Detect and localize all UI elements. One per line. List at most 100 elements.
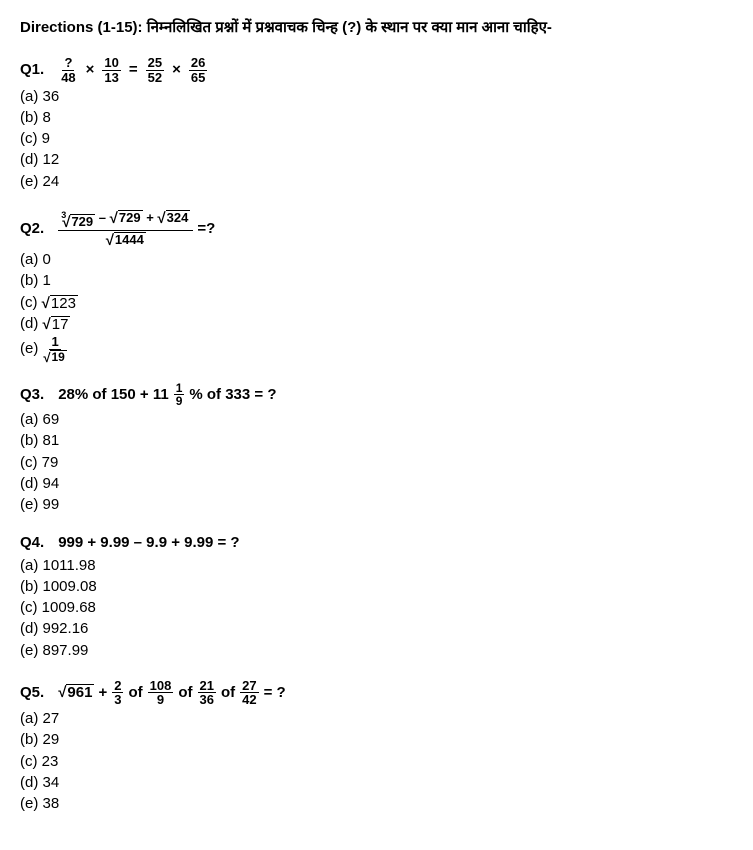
q2-opt-d: (d) √17 <box>20 314 733 334</box>
q1-f4-den: 65 <box>189 71 207 85</box>
q2-d-sqrt: √17 <box>43 316 71 334</box>
q5-plus: + <box>98 683 107 703</box>
question-4: Q4. 999 + 9.99 – 9.9 + 9.99 = ? (a) 1011… <box>20 533 733 661</box>
q5-opt-c: (c) 23 <box>20 752 733 772</box>
q3-line: Q3. 28% of 150 + 11 1 9 % of 333 = ? <box>20 382 733 408</box>
q1-options: (a) 36 (b) 8 (c) 9 (d) 12 (e) 24 <box>20 87 733 192</box>
q2-e-num: 1 <box>49 335 60 350</box>
q3-opt-a: (a) 69 <box>20 410 733 430</box>
q5-of2: of <box>178 683 192 703</box>
q2-label: Q2. <box>20 219 44 239</box>
q1-expression: ? 48 × 10 13 = 25 52 × 26 65 <box>58 56 208 84</box>
q2-r1: 729 <box>70 214 95 229</box>
q2-c-pre: (c) <box>20 294 42 311</box>
q5-f4d: 42 <box>240 693 258 707</box>
q2-e-sqrt: √19 <box>43 350 67 364</box>
q1-frac1: ? 48 <box>59 56 77 84</box>
q2-options: (a) 0 (b) 1 (c) √123 (d) √17 (e) 1 √19 <box>20 250 733 364</box>
question-3: Q3. 28% of 150 + 11 1 9 % of 333 = ? (a)… <box>20 382 733 515</box>
q4-opt-e: (e) 897.99 <box>20 641 733 661</box>
q1-f3-den: 52 <box>146 71 164 85</box>
q1-frac2: 10 13 <box>102 56 120 84</box>
q2-bigfrac: 3 √729 – √729 + √324 √1444 <box>58 210 193 248</box>
q3-p2: % of 333 = ? <box>189 385 276 405</box>
q1-f3-num: 25 <box>146 56 164 71</box>
q3-fn: 1 <box>174 382 185 396</box>
q5-options: (a) 27 (b) 29 (c) 23 (d) 34 (e) 38 <box>20 709 733 814</box>
q1-frac4: 26 65 <box>189 56 207 84</box>
q2-c-sqrt: √123 <box>42 295 78 313</box>
equals-op: = <box>126 60 141 80</box>
q2-sqrt2: √729 <box>110 210 143 225</box>
q5-f3d: 36 <box>198 693 216 707</box>
q2-r3: 324 <box>166 210 191 225</box>
q5-f2n: 108 <box>148 679 174 694</box>
q2-opt-c: (c) √123 <box>20 293 733 313</box>
q1-f2-num: 10 <box>102 56 120 71</box>
q3-opt-b: (b) 81 <box>20 431 733 451</box>
q1-opt-d: (d) 12 <box>20 150 733 170</box>
q2-d-rad: 17 <box>51 316 71 334</box>
q5-r: 961 <box>66 684 94 702</box>
q2-opt-b: (b) 1 <box>20 271 733 291</box>
q5-opt-b: (b) 29 <box>20 730 733 750</box>
question-5: Q5. √961 + 2 3 of 108 9 of 21 36 of 27 4… <box>20 679 733 815</box>
q5-f1d: 3 <box>112 693 123 707</box>
q2-r4: 1444 <box>114 232 146 247</box>
minus-op: – <box>99 210 106 225</box>
q1-f2-den: 13 <box>102 71 120 85</box>
q1-f1-num: ? <box>62 56 74 71</box>
q2-line: Q2. 3 √729 – √729 + √324 √1444 =? <box>20 210 733 248</box>
q1-f4-num: 26 <box>189 56 207 71</box>
q5-opt-e: (e) 38 <box>20 794 733 814</box>
q3-fd: 9 <box>174 395 185 408</box>
q5-expression: √961 + 2 3 of 108 9 of 21 36 of 27 42 = … <box>58 679 286 707</box>
q5-sqrt: √961 <box>58 684 94 702</box>
question-2: Q2. 3 √729 – √729 + √324 √1444 =? <box>20 210 733 364</box>
q2-bigfrac-num: 3 √729 – √729 + √324 <box>58 210 193 231</box>
q2-opt-e: (e) 1 √19 <box>20 335 733 364</box>
q2-e-frac: 1 √19 <box>41 335 69 364</box>
q5-tail: = ? <box>264 683 286 703</box>
q5-f3n: 21 <box>198 679 216 694</box>
q1-opt-b: (b) 8 <box>20 108 733 128</box>
q2-sqrt3: √324 <box>157 210 190 225</box>
q5-f4n: 27 <box>240 679 258 694</box>
q2-opt-a: (a) 0 <box>20 250 733 270</box>
q1-frac3: 25 52 <box>146 56 164 84</box>
q4-opt-c: (c) 1009.68 <box>20 598 733 618</box>
q2-sqrt4: √1444 <box>106 232 146 247</box>
q5-opt-d: (d) 34 <box>20 773 733 793</box>
q1-opt-c: (c) 9 <box>20 129 733 149</box>
q4-label: Q4. <box>20 533 44 553</box>
q2-e-den-rad: 19 <box>50 350 66 364</box>
q1-label: Q1. <box>20 60 44 80</box>
q5-of3: of <box>221 683 235 703</box>
q3-expression: 28% of 150 + 11 1 9 % of 333 = ? <box>58 382 276 408</box>
q5-f4: 27 42 <box>240 679 258 707</box>
q2-cbrt: 3 √729 <box>61 214 95 229</box>
q2-tail: =? <box>197 219 215 239</box>
q1-line: Q1. ? 48 × 10 13 = 25 52 × 26 65 <box>20 56 733 84</box>
q4-opt-b: (b) 1009.08 <box>20 577 733 597</box>
q2-bigfrac-den: √1444 <box>103 231 149 248</box>
q5-line: Q5. √961 + 2 3 of 108 9 of 21 36 of 27 4… <box>20 679 733 707</box>
q2-e-den: √19 <box>41 350 69 364</box>
q3-frac: 1 9 <box>174 382 185 408</box>
q4-options: (a) 1011.98 (b) 1009.08 (c) 1009.68 (d) … <box>20 556 733 661</box>
q4-opt-a: (a) 1011.98 <box>20 556 733 576</box>
q3-options: (a) 69 (b) 81 (c) 79 (d) 94 (e) 99 <box>20 410 733 515</box>
q5-f1n: 2 <box>112 679 123 694</box>
directions-text: Directions (1-15): निम्नलिखित प्रश्नों म… <box>20 18 733 38</box>
q5-label: Q5. <box>20 683 44 703</box>
q1-opt-a: (a) 36 <box>20 87 733 107</box>
q5-f1: 2 3 <box>112 679 123 707</box>
q4-line: Q4. 999 + 9.99 – 9.9 + 9.99 = ? <box>20 533 733 553</box>
q3-label: Q3. <box>20 385 44 405</box>
q3-p1: 28% of 150 + 11 <box>58 385 169 405</box>
q2-d-pre: (d) <box>20 315 43 332</box>
q5-f2d: 9 <box>155 693 166 707</box>
q5-opt-a: (a) 27 <box>20 709 733 729</box>
q3-opt-e: (e) 99 <box>20 495 733 515</box>
q2-c-rad: 123 <box>50 295 78 313</box>
